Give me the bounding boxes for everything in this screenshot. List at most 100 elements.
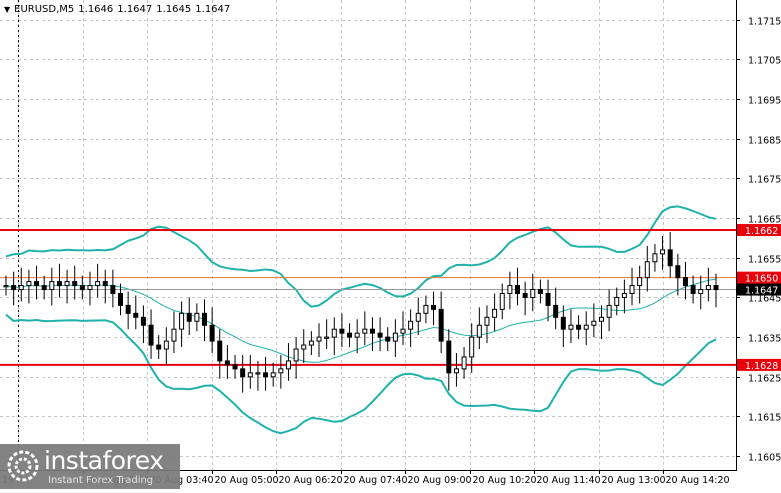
candle-body	[644, 261, 650, 279]
candle-body	[568, 324, 574, 330]
candle-body	[438, 308, 444, 342]
candle-body	[72, 281, 78, 287]
time-tick-label: 20 Aug 10:20	[473, 475, 537, 486]
candle	[431, 291, 437, 326]
candle-body	[331, 328, 337, 338]
candle	[362, 311, 368, 346]
ohlc-close: 1.1647	[195, 4, 231, 15]
candle-body	[301, 344, 307, 350]
candle-body	[431, 304, 437, 310]
candle	[270, 362, 276, 387]
candle	[64, 269, 70, 304]
candle	[34, 265, 40, 300]
candle-body	[186, 312, 192, 322]
candle-body	[255, 372, 261, 375]
candle	[629, 267, 635, 306]
candle-body	[369, 328, 375, 334]
candle	[507, 271, 513, 310]
price-axis: 1.17151.17051.16951.16851.16751.16651.16…	[736, 17, 781, 464]
candle	[95, 263, 101, 298]
candle-body	[285, 360, 291, 370]
candle	[392, 319, 398, 357]
triangle-down-icon[interactable]: ▼	[4, 5, 11, 14]
candle-body	[56, 281, 62, 287]
instaforex-watermark: instaforex Instant Forex Trading	[0, 444, 180, 489]
bollinger-upper-band	[5, 205, 717, 308]
time-tick-label: 20 Aug 03:40	[150, 475, 214, 486]
candle	[308, 331, 314, 355]
price-tag-bg	[737, 283, 781, 296]
ohlc-high: 1.1647	[117, 4, 153, 15]
candle	[18, 267, 24, 302]
candle	[660, 235, 666, 270]
price-tick-label: 1.1665	[748, 215, 781, 226]
candle-body	[705, 285, 711, 291]
candle-body	[3, 285, 9, 288]
candle-body	[140, 316, 146, 326]
candle-body	[278, 368, 284, 374]
time-tick-label: 20 Aug 14:20	[666, 475, 730, 486]
price-tag-bg	[737, 358, 781, 371]
price-tag-pivot: 1.1650	[737, 271, 781, 285]
candle-body	[79, 285, 85, 291]
candle-body	[392, 332, 398, 342]
candle-body	[49, 281, 55, 291]
time-tick-label: 20 Aug 09:00	[408, 475, 472, 486]
candle	[408, 309, 414, 348]
candle	[179, 301, 185, 348]
candle-body	[423, 304, 429, 314]
candle-body	[133, 312, 139, 318]
candle-body	[530, 289, 536, 298]
candle	[438, 291, 444, 353]
candle	[453, 352, 459, 387]
candle-body	[690, 285, 696, 295]
price-tag-support: 1.1628	[737, 358, 781, 372]
candle-body	[637, 277, 643, 287]
candle	[545, 279, 551, 322]
candle	[354, 319, 360, 353]
time-tick-label: 20 Aug 05:00	[215, 475, 279, 486]
candle	[56, 263, 62, 298]
candle	[293, 337, 299, 379]
candle-body	[316, 336, 322, 342]
price-tick-label: 1.1605	[748, 453, 781, 464]
candle	[644, 245, 650, 292]
candle-body	[606, 304, 612, 318]
chart-header: ▼ EURUSD,M5 1.1646 1.1647 1.1645 1.1647	[4, 4, 230, 15]
candle-body	[201, 312, 207, 326]
candle-body	[461, 356, 467, 370]
price-tag-current: 1.1647	[737, 283, 781, 297]
candle-body	[163, 340, 169, 350]
candle-body	[171, 328, 177, 342]
candle	[553, 287, 559, 330]
candle-body	[64, 281, 70, 287]
candle	[133, 295, 139, 330]
candle-body	[362, 328, 368, 334]
price-tag-label: 1.1647	[745, 286, 778, 297]
candle-body	[553, 304, 559, 318]
candle	[278, 354, 284, 389]
candle	[698, 275, 704, 310]
candle	[140, 305, 146, 344]
ohlc-low: 1.1645	[156, 4, 192, 15]
candle	[255, 360, 261, 391]
candle	[461, 347, 467, 379]
candle	[492, 293, 498, 332]
candle-body	[408, 320, 414, 330]
candle	[469, 323, 475, 373]
candle	[79, 275, 85, 300]
candle	[499, 283, 505, 320]
candle-body	[270, 372, 276, 378]
candle	[11, 271, 17, 306]
candle-body	[499, 293, 505, 310]
candle	[156, 335, 162, 359]
candle-body	[263, 372, 269, 378]
grid-layer	[0, 0, 736, 470]
candle	[171, 311, 177, 353]
candle-body	[621, 293, 627, 298]
candle	[667, 232, 673, 278]
candle-body	[95, 281, 101, 287]
candle-body	[484, 316, 490, 326]
